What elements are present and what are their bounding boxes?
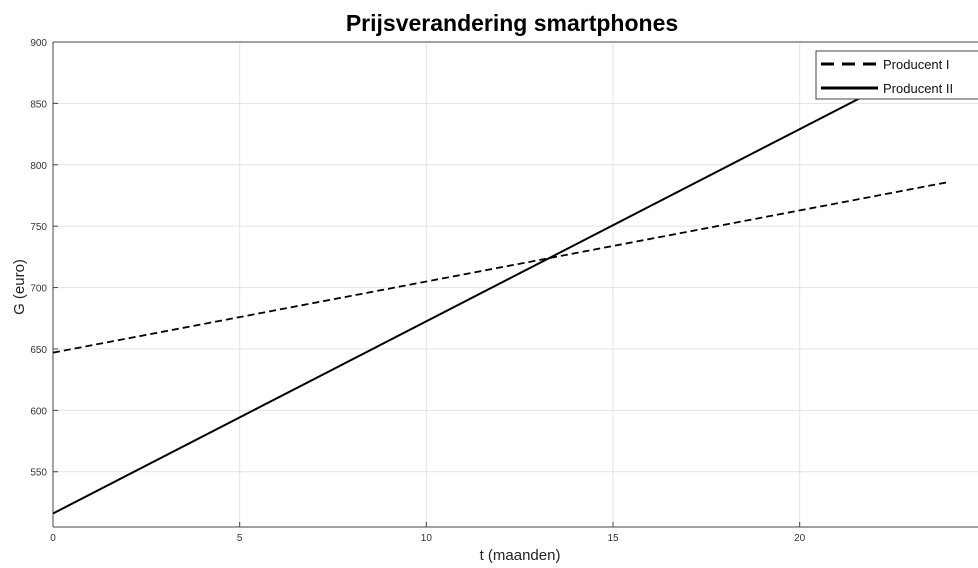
y-tick-label: 600	[30, 406, 47, 417]
axis-ticks: 0 5 10 15 20 550 600 650 700 750 800 850 900	[30, 38, 805, 544]
legend: Producent I Producent II	[815, 50, 978, 100]
y-tick-label: 700	[30, 284, 47, 295]
x-tick-label: 0	[50, 533, 56, 544]
y-tick-label: 650	[30, 345, 47, 356]
x-tick-label: 10	[421, 533, 433, 544]
legend-box	[815, 50, 978, 100]
series-line-producent-i	[52, 181, 950, 354]
x-tick-label: 15	[607, 533, 619, 544]
legend-label-producent-ii: Producent II	[883, 81, 953, 96]
y-tick-label: 850	[30, 99, 47, 110]
x-tick-label: 20	[794, 533, 806, 544]
series-line-producent-ii	[52, 84, 886, 515]
y-tick-label: 900	[30, 38, 47, 49]
legend-label-producent-i: Producent I	[883, 57, 950, 72]
chart-title: Prijsverandering smartphones	[346, 10, 678, 36]
y-tick-label: 550	[30, 468, 47, 479]
series-lines	[52, 84, 950, 515]
grid-lines	[53, 41, 978, 527]
y-tick-label: 800	[30, 161, 47, 172]
y-axis-label: G (euro)	[11, 259, 28, 315]
axes	[52, 41, 978, 528]
y-tick-label: 750	[30, 222, 47, 233]
x-tick-label: 5	[237, 533, 243, 544]
x-axis-label: t (maanden)	[480, 547, 561, 564]
